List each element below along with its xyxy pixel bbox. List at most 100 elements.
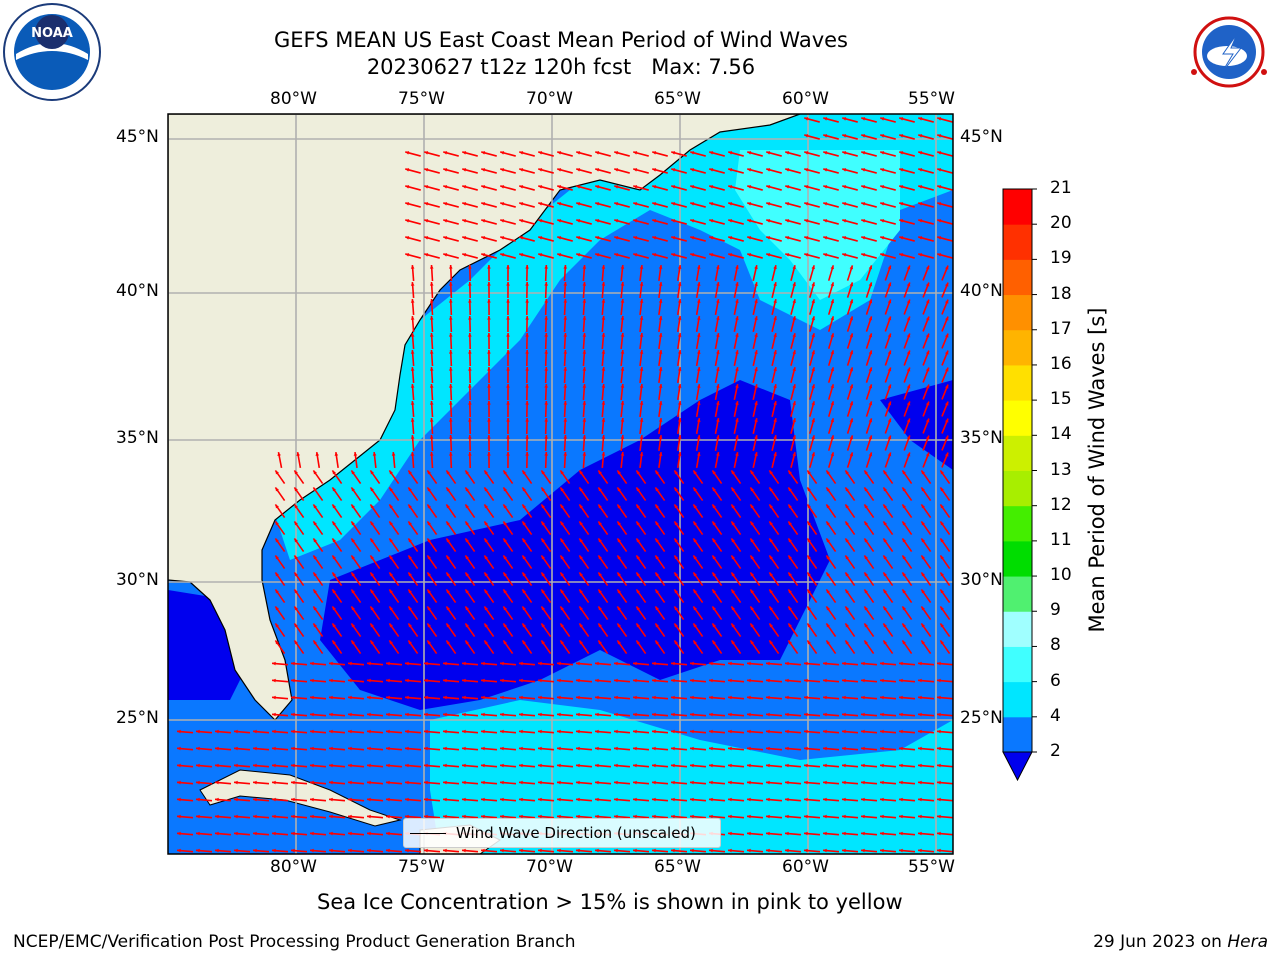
wind-wave-arrowhead: [845, 538, 849, 543]
wind-wave-arrowhead: [389, 623, 393, 628]
wind-wave-arrowhead: [671, 678, 675, 683]
wind-wave-arrowhead: [633, 202, 638, 206]
wind-wave-arrowhead: [830, 316, 835, 321]
wind-wave-arrowhead: [639, 452, 644, 456]
wind-wave-arrowhead: [792, 452, 796, 457]
wind-wave-arrowhead: [519, 780, 523, 785]
wind-wave-arrowhead: [329, 780, 333, 785]
wind-wave-arrowhead: [617, 555, 621, 560]
wind-wave-arrowhead: [811, 384, 815, 389]
wind-wave-arrowhead: [620, 367, 625, 371]
lon-tick-bottom-65w: 65°W: [654, 857, 701, 877]
wind-wave-arrowhead: [830, 282, 835, 287]
wind-wave-arrowhead: [709, 712, 713, 717]
wind-wave-arrowhead: [275, 504, 279, 509]
wind-wave-arrowhead: [386, 848, 390, 853]
wind-wave-arrowhead: [367, 780, 371, 785]
wind-wave-arrowhead: [636, 572, 640, 577]
wind-wave-arrowhead: [291, 746, 295, 751]
wind-wave-arrowhead: [925, 401, 930, 406]
wind-wave-arrowhead: [899, 236, 904, 240]
wind-wave-arrowhead: [563, 282, 568, 286]
wind-wave-arrowhead: [522, 589, 526, 594]
wind-wave-arrowhead: [275, 589, 279, 594]
wind-wave-arrowhead: [766, 763, 770, 768]
map-legend: Wind Wave Direction (unscaled): [403, 818, 721, 848]
wind-wave-arrowhead: [560, 589, 564, 594]
wind-wave-arrowhead: [716, 384, 720, 388]
wind-wave-arrowhead: [842, 729, 846, 734]
wind-wave-arrowhead: [937, 168, 942, 172]
wind-wave-arrowhead: [842, 202, 847, 206]
wind-wave-arrowhead: [899, 134, 904, 138]
wind-wave-arrowhead: [443, 678, 447, 683]
wind-wave-arrowhead: [310, 780, 314, 785]
lon-tick-top-75w: 75°W: [398, 89, 445, 109]
wind-wave-arrowhead: [652, 695, 656, 700]
wind-wave-arrowhead: [598, 521, 602, 526]
wind-wave-arrowhead: [579, 538, 583, 543]
wind-wave-arrowhead: [598, 555, 602, 560]
wind-wave-arrowhead: [462, 712, 466, 717]
wind-wave-arrowhead: [937, 763, 941, 768]
wind-wave-arrowhead: [313, 640, 317, 645]
wind-wave-arrowhead: [655, 606, 659, 611]
wind-wave-arrowhead: [845, 504, 849, 509]
wind-wave-arrowhead: [785, 780, 789, 785]
wind-wave-arrowhead: [370, 623, 374, 628]
wind-wave-arrowhead: [196, 831, 200, 836]
cuba-land: [199, 769, 402, 827]
wind-wave-arrowhead: [804, 797, 808, 802]
wind-wave-arrowhead: [864, 572, 868, 577]
wind-wave-arrowhead: [329, 831, 333, 836]
wind-wave-arrowhead: [614, 151, 619, 155]
wind-wave-arrowhead: [918, 746, 922, 751]
wind-wave-arrowhead: [716, 333, 720, 337]
wind-wave-arrowhead: [804, 712, 808, 717]
wind-wave-arrowhead: [671, 712, 675, 717]
wind-wave-arrowhead: [481, 253, 486, 257]
wind-wave-arrowhead: [925, 350, 930, 355]
wind-wave-arrowhead: [712, 504, 716, 509]
lon-tick-top-65w: 65°W: [654, 89, 701, 109]
wind-wave-arrowhead: [940, 555, 944, 560]
wind-wave-arrowhead: [754, 401, 758, 406]
wind-wave-arrowhead: [728, 746, 732, 751]
wind-wave-arrowhead: [614, 661, 618, 666]
lon-tick-bottom-80w: 80°W: [270, 857, 317, 877]
wind-wave-arrowhead: [563, 316, 568, 320]
wind-wave-arrowhead: [899, 168, 904, 172]
wind-wave-arrowhead: [842, 185, 847, 189]
wind-wave-arrowhead: [677, 316, 682, 320]
wind-wave-arrowhead: [448, 265, 453, 269]
wind-wave-arrowhead: [804, 185, 809, 189]
wind-wave-arrowhead: [937, 202, 942, 206]
wind-wave-arrowhead: [671, 253, 676, 257]
wind-wave-arrowhead: [830, 435, 835, 440]
wind-wave-arrowhead: [750, 521, 754, 526]
wind-wave-arrowhead: [372, 452, 377, 456]
wind-wave-arrowhead: [845, 640, 849, 645]
wind-wave-arrowhead: [538, 236, 543, 240]
wind-wave-arrowhead: [595, 848, 599, 853]
wind-wave-arrowhead: [446, 555, 450, 560]
wind-wave-arrowhead: [652, 236, 657, 240]
wind-wave-arrowhead: [937, 151, 942, 155]
wind-wave-arrowhead: [728, 678, 732, 683]
wind-wave-arrowhead: [906, 350, 911, 355]
wind-wave-arrowhead: [807, 470, 811, 475]
wind-wave-arrowhead: [728, 168, 733, 172]
wind-wave-arrowhead: [861, 814, 865, 819]
wind-wave-arrowhead: [448, 418, 453, 422]
wind-wave-arrowhead: [849, 384, 854, 389]
wind-wave-arrowhead: [868, 401, 873, 406]
wind-wave-arrowhead: [880, 712, 884, 717]
wind-wave-arrowhead: [940, 623, 944, 628]
wind-wave-arrowhead: [861, 712, 865, 717]
wind-wave-arrowhead: [728, 763, 732, 768]
wind-wave-arrowhead: [576, 797, 580, 802]
wind-wave-arrowhead: [921, 555, 925, 560]
wind-wave-arrowhead: [522, 504, 526, 509]
wind-wave-arrowhead: [918, 219, 923, 223]
wind-wave-arrowhead: [462, 202, 467, 206]
